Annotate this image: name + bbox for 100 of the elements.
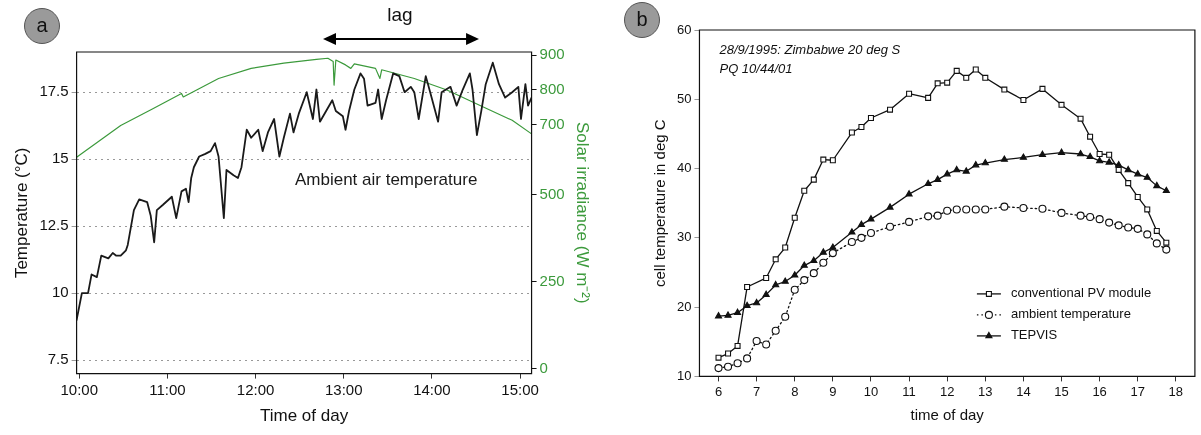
point (925, 94, 932, 101)
point (1095, 215, 1104, 224)
point (1086, 152, 1094, 160)
y-tick-label: 10 (676, 367, 692, 383)
point (1096, 150, 1103, 158)
point (781, 312, 790, 321)
point (725, 350, 732, 357)
point (924, 212, 933, 221)
y-tick-label: 20 (676, 298, 692, 314)
annotation: PQ 10/44/01 (719, 61, 793, 77)
point (1162, 245, 1171, 254)
x-tick-label: 15:00 (501, 380, 539, 398)
y2-axis-title: Solar irradiance (W m⁻²) (573, 121, 593, 304)
chart-title: b (624, 2, 660, 38)
point (1105, 158, 1113, 165)
point (981, 158, 989, 166)
point (1105, 218, 1114, 227)
y-axis-title: Temperature (°C) (11, 147, 31, 279)
point (1038, 204, 1047, 213)
point (733, 359, 742, 368)
point (744, 284, 751, 291)
x-tick-label: 13 (978, 383, 993, 399)
x-tick-label: 7 (753, 383, 761, 399)
y-tick-label: 60 (676, 21, 692, 37)
point (791, 214, 798, 221)
legend-label: TEPVIS (1010, 327, 1058, 343)
point (953, 165, 961, 173)
point (886, 203, 894, 210)
point (1114, 221, 1123, 230)
point (906, 90, 913, 97)
y-tick-label: 12.5 (39, 216, 69, 234)
point (857, 220, 866, 227)
point (848, 228, 856, 235)
point (772, 256, 779, 263)
point (1096, 156, 1104, 164)
point (782, 244, 789, 251)
point (781, 277, 789, 284)
point (1057, 208, 1066, 217)
annotation: 28/9/1995: Zimbabwe 20 deg S (718, 42, 901, 58)
point (734, 342, 741, 349)
point (1153, 181, 1161, 189)
y-tick-label: 15 (51, 149, 69, 167)
point (963, 74, 970, 81)
point (714, 312, 723, 319)
point (971, 205, 980, 214)
x-tick-label: 8 (791, 383, 799, 399)
point (790, 285, 799, 294)
point (1144, 206, 1151, 213)
point (1115, 161, 1123, 168)
point (724, 311, 732, 318)
point (1000, 202, 1009, 211)
point (762, 340, 771, 349)
point (743, 354, 752, 363)
point (800, 276, 809, 285)
y2-tick-label: 500 (539, 184, 565, 202)
point (943, 206, 952, 215)
point (944, 79, 951, 86)
point (801, 187, 808, 194)
x-tick-label: 12:00 (236, 380, 275, 398)
point (1076, 149, 1085, 157)
point (771, 326, 780, 335)
point (1019, 204, 1028, 213)
point (972, 161, 980, 168)
point (972, 66, 979, 73)
point (1087, 133, 1094, 140)
y2-tick-label: 700 (539, 114, 565, 132)
x-tick-label: 6 (714, 383, 723, 399)
y2-tick-label: 0 (539, 358, 548, 376)
x-axis-title: Time of day (259, 406, 349, 426)
x-tick-label: 18 (1168, 383, 1184, 399)
point (858, 123, 865, 131)
y-tick-label: 10 (51, 283, 69, 301)
point (867, 215, 875, 222)
x-tick-label: 11:00 (149, 380, 186, 398)
point (828, 249, 837, 258)
point (1134, 170, 1142, 177)
point (1038, 150, 1047, 157)
point (934, 175, 942, 182)
point (819, 258, 828, 267)
point (763, 275, 770, 282)
point (982, 74, 989, 81)
y-tick-label: 30 (676, 229, 692, 245)
point (934, 80, 941, 87)
legend-label: ambient temperature (1010, 306, 1131, 322)
point (753, 298, 761, 306)
point (905, 190, 913, 197)
y2-tick-label: 800 (539, 80, 565, 98)
point (981, 205, 990, 214)
point (1020, 96, 1027, 103)
point (819, 248, 827, 255)
x-tick-label: 12 (939, 383, 955, 399)
x-tick-label: 15 (1054, 383, 1069, 399)
x-tick-label: 11 (902, 383, 916, 399)
point (847, 237, 856, 247)
x-tick-label: 10 (863, 383, 879, 399)
point (723, 362, 733, 371)
text: lag (387, 4, 413, 26)
point (829, 157, 836, 164)
point (1163, 239, 1170, 246)
point (1162, 186, 1170, 194)
